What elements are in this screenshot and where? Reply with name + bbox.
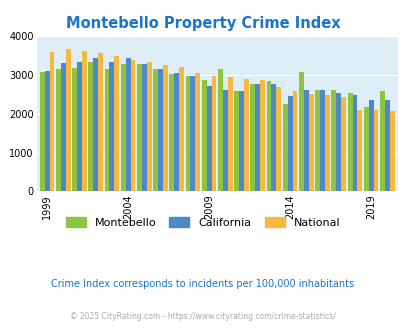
Bar <box>363 107 368 191</box>
Bar <box>384 100 389 191</box>
Bar <box>356 110 361 191</box>
Bar <box>347 92 352 191</box>
Bar <box>141 64 146 191</box>
Bar <box>250 84 255 191</box>
Bar <box>227 77 232 191</box>
Bar <box>136 64 141 191</box>
Bar <box>45 71 49 191</box>
Bar <box>324 95 329 191</box>
Bar <box>287 96 292 191</box>
Bar <box>368 100 373 191</box>
Bar <box>190 76 195 191</box>
Bar <box>335 93 340 191</box>
Bar <box>93 58 98 191</box>
Bar <box>298 72 303 191</box>
Bar <box>61 63 66 191</box>
Bar <box>153 69 158 191</box>
Bar <box>98 53 103 191</box>
Bar <box>222 90 227 191</box>
Bar <box>121 64 126 191</box>
Bar <box>319 90 324 191</box>
Bar <box>126 58 130 191</box>
Bar <box>114 56 119 191</box>
Bar <box>243 79 248 191</box>
Bar <box>185 76 190 191</box>
Bar <box>379 91 384 191</box>
Bar <box>314 90 319 191</box>
Bar <box>330 90 335 191</box>
Bar <box>49 52 54 191</box>
Bar <box>303 90 308 191</box>
Bar <box>179 67 183 191</box>
Bar <box>169 74 174 191</box>
Bar <box>195 73 200 191</box>
Bar <box>104 69 109 191</box>
Bar <box>162 65 167 191</box>
Bar <box>40 72 45 191</box>
Bar <box>158 69 162 191</box>
Bar <box>282 104 287 191</box>
Bar <box>77 62 82 191</box>
Bar <box>266 81 271 191</box>
Bar <box>271 83 276 191</box>
Bar <box>66 50 70 191</box>
Bar <box>260 80 264 191</box>
Bar <box>174 73 179 191</box>
Text: Montebello Property Crime Index: Montebello Property Crime Index <box>66 16 339 31</box>
Bar <box>255 84 260 191</box>
Bar <box>373 110 377 191</box>
Bar <box>352 95 356 191</box>
Bar <box>72 69 77 191</box>
Bar <box>239 91 243 191</box>
Bar <box>340 97 345 191</box>
Bar <box>109 61 114 191</box>
Bar <box>201 80 206 191</box>
Bar <box>146 62 151 191</box>
Text: © 2025 CityRating.com - https://www.cityrating.com/crime-statistics/: © 2025 CityRating.com - https://www.city… <box>70 312 335 321</box>
Bar <box>130 60 135 191</box>
Bar <box>211 76 216 191</box>
Legend: Montebello, California, National: Montebello, California, National <box>61 213 344 232</box>
Bar <box>88 62 93 191</box>
Bar <box>276 87 281 191</box>
Bar <box>292 91 297 191</box>
Bar <box>234 91 239 191</box>
Bar <box>308 94 313 191</box>
Bar <box>206 86 211 191</box>
Bar <box>56 69 61 191</box>
Bar <box>389 111 394 191</box>
Bar <box>217 69 222 191</box>
Text: Crime Index corresponds to incidents per 100,000 inhabitants: Crime Index corresponds to incidents per… <box>51 279 354 289</box>
Bar <box>82 51 87 191</box>
